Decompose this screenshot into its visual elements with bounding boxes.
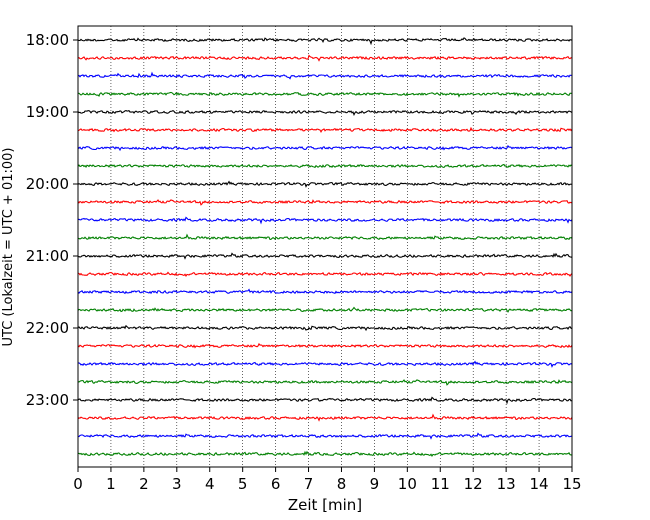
seismogram-trace [77, 110, 573, 117]
x-tick-label: 2 [139, 475, 149, 493]
seismogram-trace [77, 450, 573, 457]
x-tick-label: 4 [205, 475, 215, 493]
seismogram-trace [77, 360, 573, 368]
x-tick-label: 13 [497, 475, 516, 493]
x-tick-label: 0 [73, 475, 83, 493]
y-tick-label: 21:00 [26, 247, 69, 265]
seismogram-trace [77, 199, 573, 206]
y-tick-label: 20:00 [26, 175, 69, 193]
seismogram-trace [77, 271, 573, 277]
trace-group [77, 37, 573, 457]
seismogram-trace [77, 71, 573, 80]
y-tick-label: 19:00 [26, 103, 69, 121]
x-axis: 0 1 2 3 4 5 6 7 8 9 10 11 12 13 14 15 [73, 467, 582, 493]
x-tick-label: 9 [370, 475, 380, 493]
x-tick-label: 14 [530, 475, 549, 493]
plot-frame [77, 25, 573, 468]
x-tick-label: 6 [271, 475, 281, 493]
seismogram-trace [77, 432, 573, 440]
x-tick-label: 11 [431, 475, 450, 493]
x-tick-label: 8 [337, 475, 347, 493]
y-tick-label: 18:00 [26, 31, 69, 49]
seismogram-trace [77, 324, 573, 332]
x-tick-label: 7 [304, 475, 314, 493]
x-tick-label: 12 [464, 475, 483, 493]
seismogram-trace [77, 379, 573, 386]
seismogram-trace [77, 288, 573, 295]
x-tick-label: 15 [562, 475, 581, 493]
x-tick-label: 3 [172, 475, 182, 493]
y-tick-label: 22:00 [26, 319, 69, 337]
seismogram-trace [77, 180, 573, 188]
y-axis: 18:00 19:00 20:00 21:00 22:00 23:00 [26, 31, 78, 409]
y-axis-label: UTC (Lokalzeit = UTC + 01:00) [1, 148, 16, 347]
x-tick-label: 1 [106, 475, 116, 493]
x-tick-label: 10 [398, 475, 417, 493]
seismogram-trace [77, 126, 573, 133]
seismogram-trace [77, 54, 573, 62]
seismogram-trace [77, 413, 573, 422]
seismogram-trace [77, 37, 573, 46]
seismogram-trace [77, 252, 573, 260]
seismogram-trace [77, 216, 573, 225]
seismogram-trace [77, 342, 573, 349]
seismogram-trace [77, 233, 573, 241]
seismogram-trace [77, 163, 573, 169]
seismogram-trace [77, 91, 573, 98]
y-tick-label: 23:00 [26, 391, 69, 409]
x-axis-label: Zeit [min] [288, 496, 362, 514]
seismogram-trace [77, 306, 573, 313]
seismogram-trace [77, 396, 573, 405]
seismogram-trace [77, 144, 573, 152]
x-tick-label: 5 [238, 475, 248, 493]
